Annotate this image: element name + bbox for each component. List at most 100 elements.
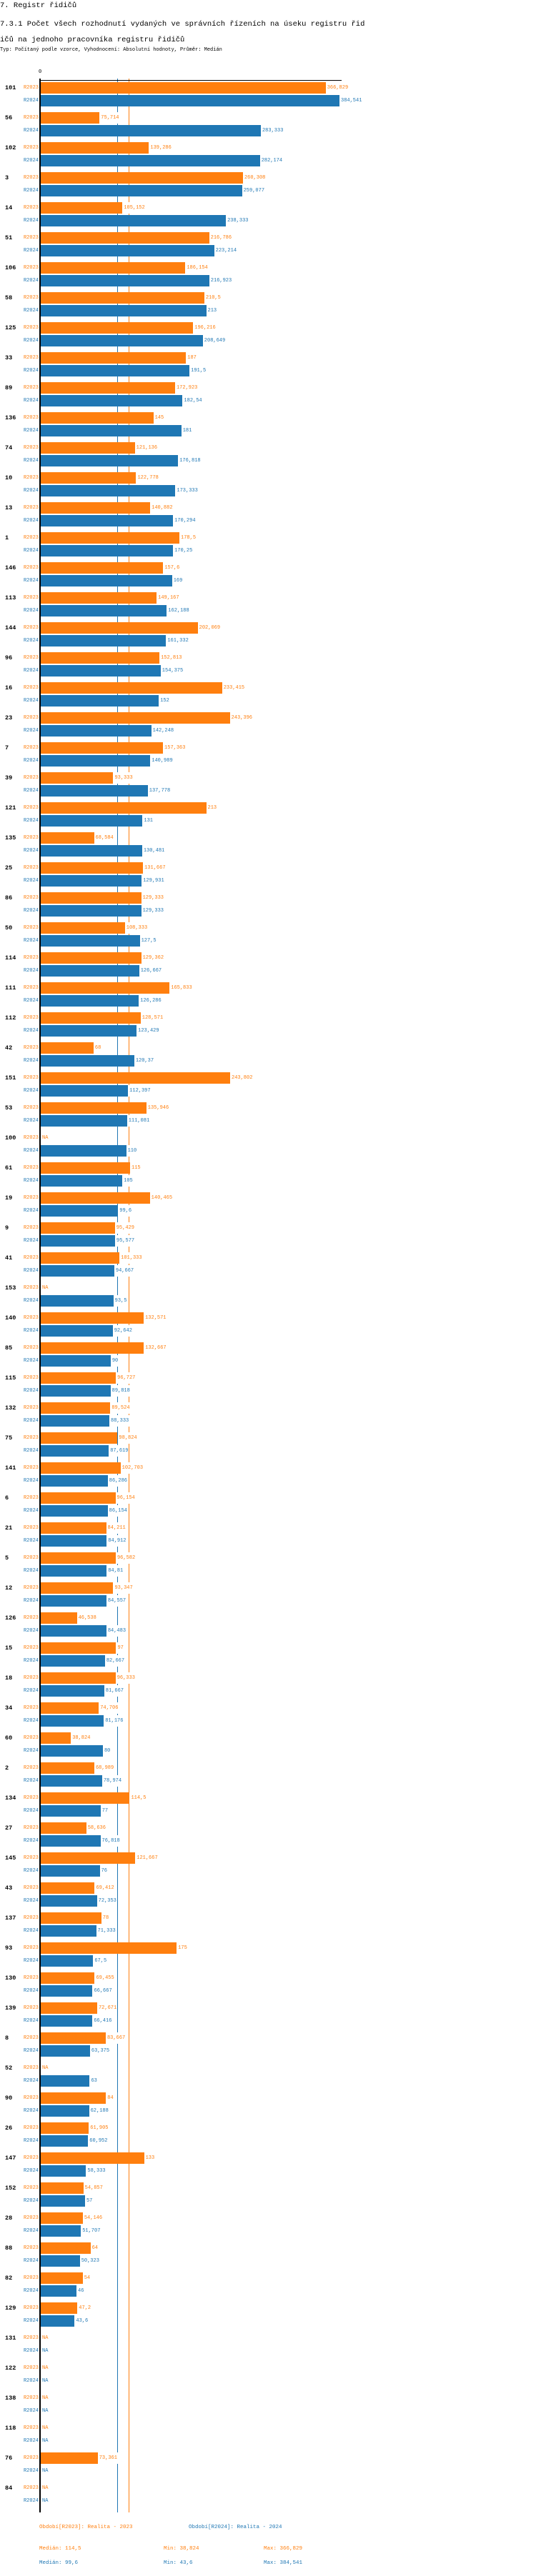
series-label: R2024 <box>23 1118 39 1124</box>
category-label: 84 <box>5 2485 13 2492</box>
series-label: R2024 <box>23 248 39 254</box>
series-label: R2024 <box>23 2378 39 2384</box>
bar-r2023 <box>41 2152 144 2164</box>
category-label: 33 <box>5 354 13 361</box>
category-label: 7 <box>5 744 9 752</box>
value-label: 96,154 <box>116 1492 136 1504</box>
category-label: 61 <box>5 1164 13 1172</box>
bar-r2024 <box>41 1925 96 1937</box>
series-label: R2023 <box>23 2005 39 2011</box>
series-label: R2024 <box>23 188 39 194</box>
bar-r2024 <box>41 1715 104 1727</box>
series-label: R2024 <box>23 2078 39 2084</box>
bar-r2023 <box>41 1912 101 1924</box>
bar-r2024 <box>41 845 142 857</box>
value-label: 131,667 <box>144 862 167 874</box>
series-label: R2023 <box>23 1735 39 1741</box>
value-label: 111,081 <box>127 1115 151 1127</box>
series-label: R2024 <box>23 1238 39 1244</box>
bar-r2024 <box>41 2285 76 2297</box>
bar-r2024 <box>41 1445 109 1457</box>
bar-r2023 <box>41 1582 114 1594</box>
series-label: R2023 <box>23 805 39 811</box>
category-label: 18 <box>5 1674 13 1682</box>
value-label: 84,483 <box>106 1625 127 1637</box>
series-label: R2024 <box>23 1418 39 1424</box>
bar-r2024 <box>41 305 207 316</box>
series-label: R2024 <box>23 1298 39 1304</box>
series-label: R2024 <box>23 1808 39 1814</box>
value-label: 102,703 <box>121 1462 144 1474</box>
series-label: R2024 <box>23 1388 39 1394</box>
series-label: R2024 <box>23 1358 39 1364</box>
series-label: R2023 <box>23 925 39 931</box>
value-label: NA <box>41 2495 49 2507</box>
category-label: 145 <box>5 1854 16 1862</box>
series-label: R2023 <box>23 385 39 391</box>
chart-subtitle: Typ: Počítaný podle vzorce, Vyhodnocení:… <box>0 47 222 53</box>
bar-r2024 <box>41 485 176 496</box>
series-label: R2024 <box>23 2108 39 2114</box>
series-label: R2023 <box>23 1855 39 1861</box>
series-label: R2023 <box>23 1675 39 1681</box>
bar-r2024 <box>41 245 214 256</box>
series-label: R2024 <box>23 1058 39 1064</box>
bar-r2023 <box>41 322 194 334</box>
category-label: 135 <box>5 834 16 842</box>
category-label: 125 <box>5 324 16 331</box>
stat-r2024-min: Min: 43,6 <box>164 2560 193 2566</box>
bar-r2023 <box>41 112 100 124</box>
value-label: 108,333 <box>125 922 149 934</box>
series-label: R2023 <box>23 835 39 841</box>
value-label: 99,6 <box>119 1205 133 1217</box>
bar-r2023 <box>41 232 209 244</box>
category-label: 34 <box>5 1704 13 1712</box>
value-label: 81,667 <box>104 1685 124 1697</box>
bar-r2023 <box>41 442 135 454</box>
bar-r2023 <box>41 1792 130 1804</box>
value-label: 93,5 <box>114 1295 128 1307</box>
series-label: R2024 <box>23 2168 39 2174</box>
category-label: 138 <box>5 2395 16 2402</box>
value-label: 196,216 <box>194 322 217 334</box>
value-label: 260,308 <box>243 172 267 184</box>
value-label: 61,905 <box>89 2122 109 2134</box>
bar-r2023 <box>41 1702 99 1714</box>
series-label: R2024 <box>23 1658 39 1664</box>
chart-title: 7.3.1 Počet všech rozhodnutí vydaných ve… <box>0 20 365 44</box>
value-label: 88,333 <box>110 1415 130 1427</box>
bar-r2023 <box>41 382 175 394</box>
series-label: R2024 <box>23 2408 39 2414</box>
series-label: R2023 <box>23 1345 39 1351</box>
value-label: 105 <box>123 1175 134 1187</box>
series-label: R2024 <box>23 608 39 614</box>
category-label: 25 <box>5 864 13 872</box>
series-label: R2024 <box>23 158 39 164</box>
value-label: 95,429 <box>115 1222 135 1234</box>
bar-r2024 <box>41 1385 111 1397</box>
bar-r2023 <box>41 2122 89 2134</box>
category-label: 27 <box>5 1824 13 1832</box>
series-label: R2024 <box>23 428 39 434</box>
series-label: R2023 <box>23 895 39 901</box>
bar-r2023 <box>41 1012 141 1024</box>
category-label: 15 <box>5 1644 13 1652</box>
series-label: R2024 <box>23 2258 39 2264</box>
value-label: 182,54 <box>183 395 203 406</box>
value-label: 210,5 <box>204 292 222 304</box>
bar-r2024 <box>41 2075 90 2087</box>
series-label: R2023 <box>23 2395 39 2401</box>
series-label: R2023 <box>23 2455 39 2461</box>
bar-r2024 <box>41 2315 75 2327</box>
value-label: 216,923 <box>209 275 233 286</box>
series-label: R2024 <box>23 458 39 464</box>
value-label: 81,176 <box>104 1715 124 1727</box>
bar-r2024 <box>41 1535 107 1547</box>
series-label: R2024 <box>23 278 39 284</box>
bar-r2024 <box>41 1505 108 1517</box>
value-label: 181 <box>182 425 193 436</box>
bar-r2023 <box>41 1492 116 1504</box>
category-label: 106 <box>5 264 16 271</box>
value-label: 66,416 <box>93 2015 113 2027</box>
